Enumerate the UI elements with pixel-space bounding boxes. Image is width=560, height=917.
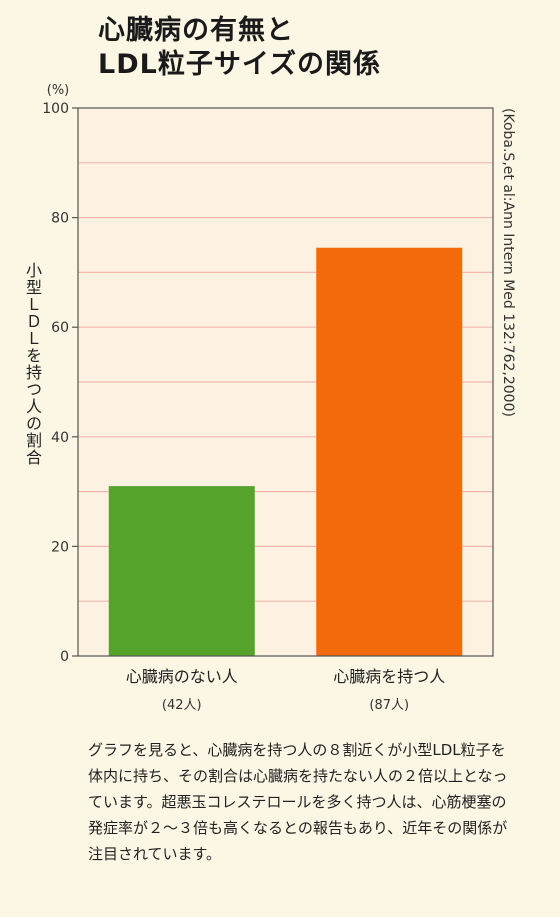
chart-title: 心臓病の有無と LDL粒子サイズの関係 (98, 14, 381, 82)
y-axis-label: 小型ＬＤＬを持つ人の割合 (23, 262, 42, 466)
x-tick-label-1: 心臓病のない人 (126, 667, 238, 686)
y-unit-label: (%) (47, 83, 70, 98)
description-text: グラフを見ると、心臓病を持つ人の８割近くが小型LDL粒子を体内に持ち、その割合は… (88, 741, 508, 863)
y-tick-label: 20 (51, 539, 69, 555)
citation: (Koba.S,et al:Ann Intern Med 132:762,200… (500, 108, 516, 417)
plot-frame (77, 107, 494, 657)
y-tick-label: 40 (51, 430, 69, 446)
bar-1 (108, 486, 255, 656)
x-tick-sublabel-1: (42人) (162, 698, 202, 713)
y-tick-label: 60 (51, 320, 69, 336)
y-tick-label: 0 (60, 649, 69, 665)
title-line-1: 心臓病の有無と (98, 15, 294, 46)
title-line-2: LDL粒子サイズの関係 (98, 49, 382, 80)
y-tick-label: 80 (51, 211, 69, 227)
bar-2 (316, 247, 463, 657)
x-tick-label-2: 心臓病を持つ人 (333, 667, 445, 686)
y-tick-label: 100 (42, 101, 69, 117)
x-tick-sublabel-2: (87人) (369, 698, 409, 713)
